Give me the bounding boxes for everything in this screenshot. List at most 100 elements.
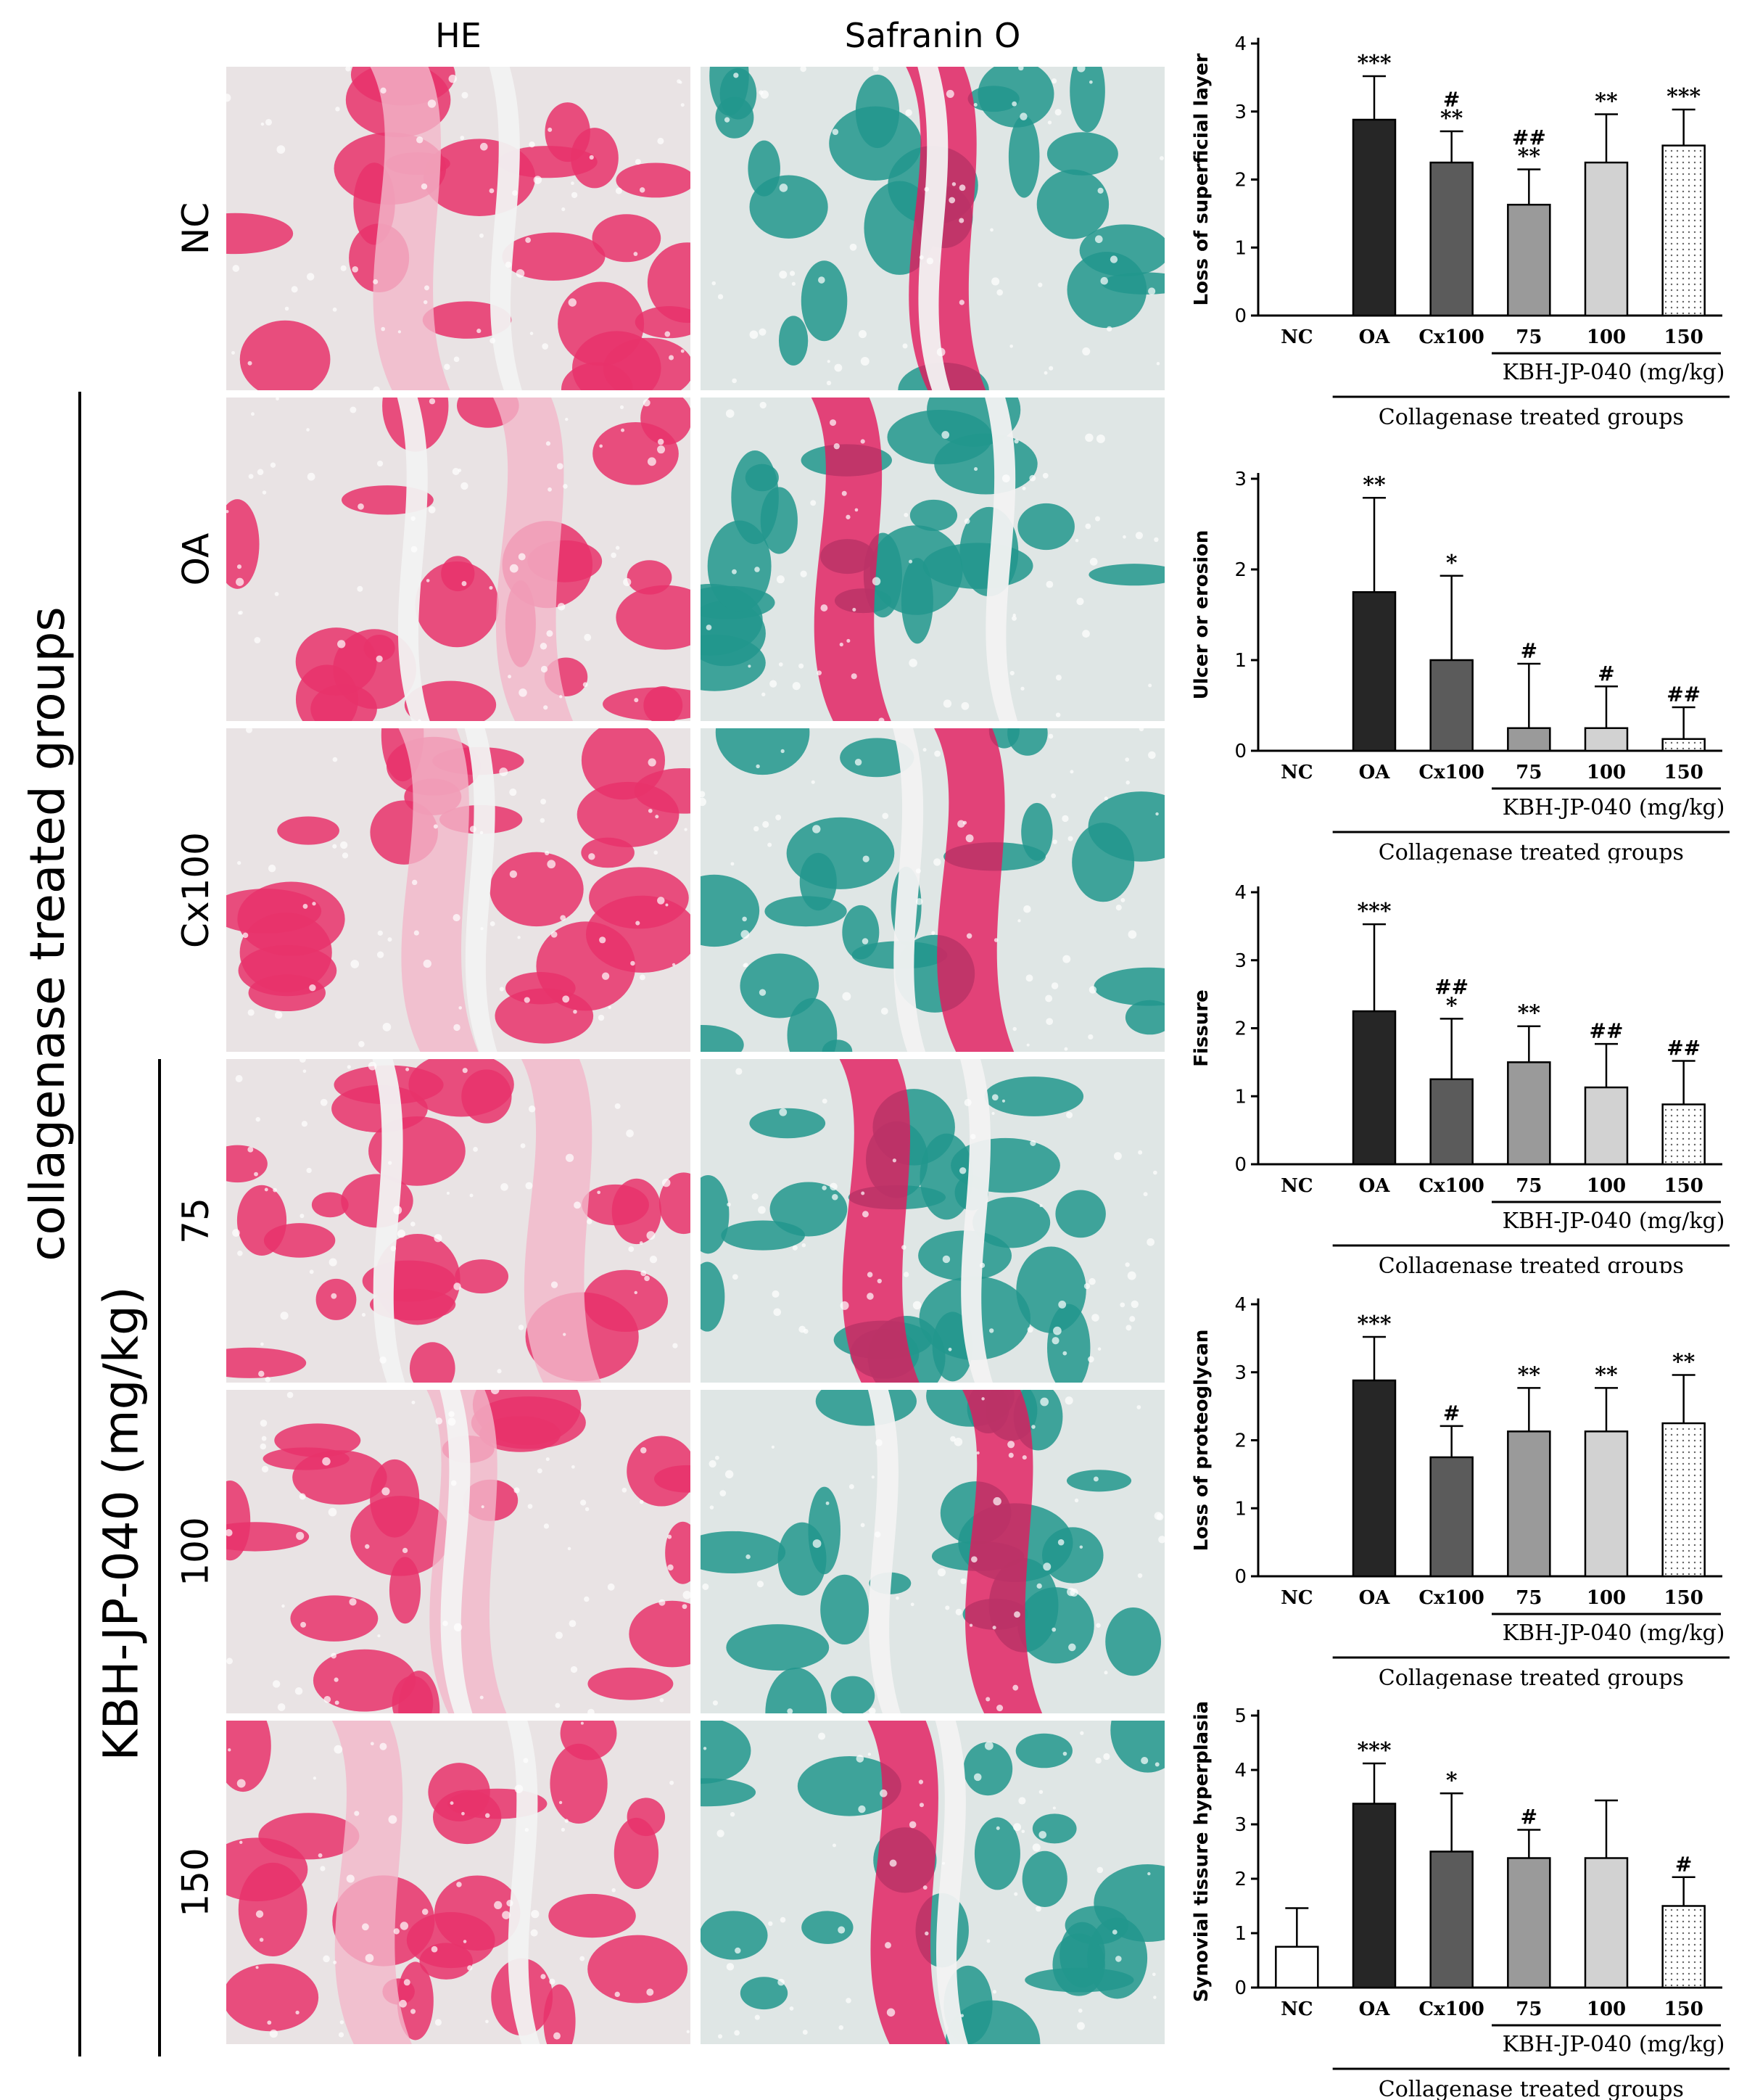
- micrograph-texture: [226, 398, 690, 721]
- bar-chart-svg: Synovial tissure hyperplasia 0 1 2 3 4 5 NC *** O…: [1193, 1701, 1730, 2100]
- y-tick-label: 0: [1234, 305, 1247, 327]
- bar-cx100: [1429, 659, 1474, 752]
- micrograph-safranin-cx100: [701, 728, 1165, 1052]
- micrograph-safranin-75: [701, 1059, 1165, 1383]
- significance-hash-label: #: [1443, 88, 1460, 112]
- y-tick-label: 0: [1234, 1154, 1247, 1176]
- x-tick-label: Cx100: [1418, 1587, 1484, 1609]
- significance-star-label: *: [1446, 1768, 1458, 1793]
- chart-synovial-tissure-hyperplasia: Synovial tissure hyperplasia 0 1 2 3 4 5 NC *** O…: [1193, 1687, 1739, 2100]
- x-tick-label: NC: [1281, 1587, 1313, 1609]
- micrograph-safranin-oa: [701, 398, 1165, 721]
- x-tick-label: 75: [1516, 762, 1542, 783]
- y-tick-label: 2: [1234, 1430, 1247, 1452]
- significance-hash-label: #: [1675, 1853, 1692, 1877]
- significance-star-label: *: [1446, 551, 1458, 576]
- y-tick-label: 1: [1234, 650, 1247, 672]
- bar-oa: [1352, 118, 1397, 317]
- x-tick-label: 150: [1664, 326, 1703, 348]
- dose-bracket-label: KBH-JP-040 (mg/kg): [1503, 360, 1725, 385]
- bar-cx100: [1429, 1850, 1474, 1989]
- x-tick-label: NC: [1281, 762, 1313, 783]
- row-label-oa: OA: [175, 532, 217, 586]
- group-bracket-label: Collagenase treated groups: [1379, 840, 1684, 863]
- significance-hash-label: ##: [1434, 975, 1469, 999]
- micrograph-texture: [701, 728, 1165, 1052]
- y-tick-label: 2: [1234, 170, 1247, 192]
- bar-oa: [1352, 591, 1397, 752]
- group-bracket-label: Collagenase treated groups: [1379, 1253, 1684, 1273]
- micrograph-texture: [701, 67, 1165, 390]
- significance-hash-label: #: [1598, 662, 1614, 685]
- y-tick-label: 5: [1234, 1705, 1247, 1727]
- dose-bracket-label: KBH-JP-040 (mg/kg): [1503, 1621, 1725, 1646]
- group-bracket-label: Collagenase treated groups: [1379, 1665, 1684, 1689]
- group-label: collagenase treated groups: [19, 606, 75, 1261]
- group-bracket-label: Collagenase treated groups: [1379, 405, 1684, 430]
- dose-bracket-label: KBH-JP-040 (mg/kg): [1503, 795, 1725, 820]
- significance-hash-label: #: [1521, 1805, 1537, 1829]
- bar-oa: [1352, 1803, 1397, 1989]
- bar-150: [1661, 1422, 1706, 1578]
- y-tick-label: 4: [1234, 1294, 1247, 1316]
- bar-chart-svg: Fissure01234NC***OA*##Cx100**75##100##15…: [1193, 882, 1730, 1273]
- x-tick-label: 100: [1587, 762, 1626, 783]
- significance-hash-label: ##: [1666, 1037, 1701, 1061]
- micrograph-he-150: [226, 1721, 690, 2044]
- significance-star-label: *: [1446, 993, 1458, 1018]
- x-tick-label: Cx100: [1418, 1175, 1484, 1197]
- row-label-75: 75: [175, 1198, 217, 1244]
- group-bracket-line: [78, 392, 81, 2056]
- y-tick-label: 1: [1234, 1086, 1247, 1108]
- y-tick-label: 2: [1234, 1869, 1247, 1890]
- row-label-nc: NC: [174, 202, 217, 255]
- y-tick-label: 4: [1234, 882, 1247, 904]
- micrograph-he-cx100: [226, 728, 690, 1052]
- micrograph-safranin-nc: [701, 67, 1165, 390]
- chart-fissure: Fissure 0 1 2 3 4 NC *** OA * ## Cx100 ** 75 ## 100 ## 15…: [1193, 863, 1739, 1273]
- micrograph-he-nc: [226, 67, 690, 390]
- x-tick-label: Cx100: [1418, 1998, 1484, 2020]
- bar-100: [1584, 161, 1629, 317]
- y-tick-label: 3: [1234, 950, 1247, 972]
- significance-hash-label: ##: [1512, 125, 1546, 149]
- y-tick-label: 1: [1234, 237, 1247, 259]
- bar-chart-svg: Loss of proteoglycan 0 1 2 3 4 NC *** OA # Cx100 **…: [1193, 1294, 1730, 1689]
- significance-star-label: ***: [1357, 51, 1391, 76]
- bar-75: [1507, 1430, 1551, 1578]
- x-tick-label: 75: [1516, 1998, 1542, 2020]
- bar-100: [1584, 1857, 1629, 1989]
- bar-150: [1661, 1103, 1706, 1166]
- bar-chart-svg: Ulcer or erosion 0 1 2 3 NC ** OA * Cx100 #75 #100 #…: [1193, 469, 1730, 863]
- micrograph-texture: [226, 67, 690, 390]
- y-axis-label: Fissure: [1193, 989, 1213, 1067]
- bar-75: [1507, 1857, 1551, 1989]
- y-tick-label: 4: [1234, 33, 1247, 55]
- x-tick-label: NC: [1281, 1998, 1313, 2020]
- micrograph-he-100: [226, 1390, 690, 1713]
- y-axis-label: Loss of superficial layer: [1193, 53, 1213, 305]
- y-tick-label: 2: [1234, 1018, 1247, 1040]
- micrograph-texture: [701, 1059, 1165, 1383]
- x-tick-label: 150: [1664, 1587, 1703, 1609]
- significance-star-label: ***: [1357, 1312, 1391, 1337]
- significance-star-label: **: [1595, 89, 1618, 115]
- dose-bracket-label: KBH-JP-040 (mg/kg): [1503, 2032, 1725, 2057]
- y-tick-label: 3: [1234, 1362, 1247, 1384]
- y-tick-label: 0: [1234, 1977, 1247, 1999]
- micrograph-texture: [226, 1390, 690, 1713]
- y-tick-label: 3: [1234, 469, 1247, 490]
- x-tick-label: 150: [1664, 1175, 1703, 1197]
- micrograph-texture: [226, 728, 690, 1052]
- x-tick-label: NC: [1281, 326, 1313, 348]
- y-tick-label: 4: [1234, 1760, 1247, 1782]
- y-axis-label: Synovial tissure hyperplasia: [1193, 1701, 1213, 2002]
- bar-150: [1661, 738, 1706, 752]
- bar-100: [1584, 727, 1629, 752]
- bar-nc: [1275, 1945, 1319, 1989]
- x-tick-label: NC: [1281, 1175, 1313, 1197]
- micrograph-texture: [226, 1059, 690, 1383]
- micrograph-he-oa: [226, 398, 690, 721]
- significance-star-label: **: [1440, 106, 1463, 131]
- x-tick-label: 75: [1516, 1175, 1542, 1197]
